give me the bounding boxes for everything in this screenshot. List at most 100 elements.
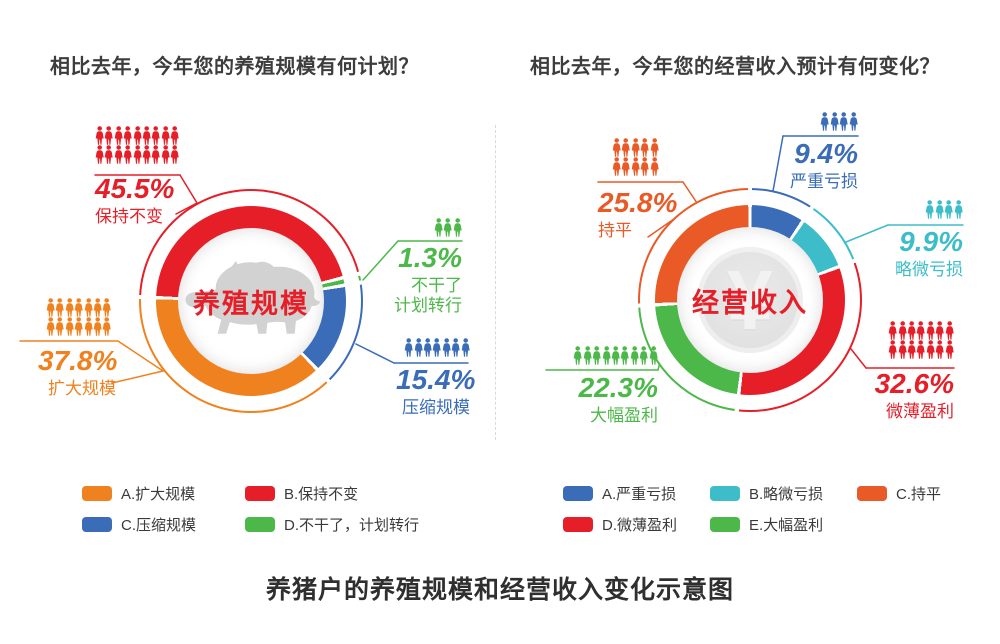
stat-name: 大幅盈利 xyxy=(590,406,658,426)
right-chart-question-title: 相比去年，今年您的经营收入预计有何变化？ xyxy=(530,56,940,78)
person-icon xyxy=(945,321,954,340)
person-icon xyxy=(935,321,944,340)
stat-name: 严重亏损 xyxy=(790,172,858,192)
person-icon xyxy=(453,218,462,237)
legend-swatch xyxy=(563,486,593,501)
person-icon xyxy=(639,346,648,365)
person-icon xyxy=(93,317,102,336)
person-icon xyxy=(935,340,944,359)
stat-percent: 45.5% xyxy=(95,173,175,204)
left-chart-question-title: 相比去年，今年您的养殖规模有何计划？ xyxy=(50,56,419,78)
right-chart-legend: A.严重亏损 B.略微亏损 C.持平 D.微薄盈利 E.大幅盈利 xyxy=(563,483,1000,545)
person-icon xyxy=(926,340,935,359)
stat-severe-loss: 9.4% 严重亏损 xyxy=(786,112,858,192)
person-icon xyxy=(630,346,639,365)
person-icon xyxy=(461,338,470,357)
person-icon xyxy=(142,126,151,145)
stat-name: 持平 xyxy=(598,221,632,241)
person-icon xyxy=(133,126,142,145)
people-icons xyxy=(870,321,954,359)
person-icon xyxy=(592,346,601,365)
legend-swatch xyxy=(710,486,740,501)
person-icon xyxy=(103,317,112,336)
person-icon xyxy=(170,145,179,164)
legend-item-flat-income: C.持平 xyxy=(857,483,1000,504)
donut-center: 养殖规模 xyxy=(178,228,324,374)
person-icon xyxy=(74,298,83,317)
person-icon xyxy=(622,138,631,157)
person-icon xyxy=(907,321,916,340)
legend-item-expand-scale: A.扩大规模 xyxy=(82,483,245,504)
legend-swatch xyxy=(563,517,593,532)
people-icons xyxy=(396,338,470,357)
person-icon xyxy=(631,138,640,157)
donut-center: ¥ 经营收入 xyxy=(677,227,823,373)
legend-label: D.不干了，计划转行 xyxy=(284,517,420,534)
donut-center-label: 经营收入 xyxy=(692,287,808,318)
yuan-symbol: ¥ xyxy=(726,253,774,347)
legend-label: C.压缩规模 xyxy=(121,517,197,534)
stat-percent: 25.8% xyxy=(598,187,678,218)
legend-swatch xyxy=(245,517,275,532)
legend-item-big-profit: E.大幅盈利 xyxy=(710,514,857,535)
person-icon xyxy=(161,145,170,164)
stat-flat-income: 25.8% 持平 xyxy=(598,138,686,241)
person-icon xyxy=(133,145,142,164)
person-icon xyxy=(114,126,123,145)
stat-name: 压缩规模 xyxy=(402,398,470,418)
legend-label: D.微薄盈利 xyxy=(602,517,678,534)
legend-label: E.大幅盈利 xyxy=(749,517,824,534)
person-icon xyxy=(944,200,953,219)
person-icon xyxy=(114,145,123,164)
person-icon xyxy=(602,346,611,365)
person-icon xyxy=(56,298,65,317)
person-icon xyxy=(103,298,112,317)
person-icon xyxy=(105,145,114,164)
person-icon xyxy=(649,346,658,365)
stat-percent: 37.8% xyxy=(38,345,118,376)
person-icon xyxy=(161,126,170,145)
person-icon xyxy=(423,338,432,357)
person-icon xyxy=(640,138,649,157)
people-icons xyxy=(548,346,658,365)
vertical-dashed-divider xyxy=(495,125,496,440)
person-icon xyxy=(830,112,839,131)
stat-name: 扩大规模 xyxy=(48,379,116,399)
person-icon xyxy=(93,298,102,317)
person-icon xyxy=(142,145,151,164)
stat-percent: 1.3% xyxy=(398,242,462,273)
person-icon xyxy=(46,317,55,336)
stat-name: 不干了 xyxy=(411,276,462,296)
person-icon xyxy=(640,157,649,176)
person-icon xyxy=(152,126,161,145)
stat-percent: 22.3% xyxy=(578,372,658,403)
stat-thin-profit: 32.6% 微薄盈利 xyxy=(870,321,954,422)
person-icon xyxy=(84,317,93,336)
people-icons xyxy=(95,126,181,164)
stat-name-line2: 计划转行 xyxy=(394,296,462,316)
people-icons xyxy=(890,200,963,219)
stat-keep-unchanged: 45.5% 保持不变 xyxy=(95,126,181,227)
person-icon xyxy=(954,200,963,219)
person-icon xyxy=(898,340,907,359)
person-icon xyxy=(612,157,621,176)
person-icon xyxy=(95,126,104,145)
stat-reduce-scale: 15.4% 压缩规模 xyxy=(396,338,475,418)
legend-label: A.严重亏损 xyxy=(602,486,677,503)
people-icons xyxy=(392,218,462,237)
stat-name: 微薄盈利 xyxy=(886,402,954,422)
legend-label: C.持平 xyxy=(896,486,942,503)
pig-icon xyxy=(185,260,321,334)
person-icon xyxy=(123,126,132,145)
operating-income-donut-chart: ¥ 经营收入 xyxy=(638,188,862,412)
person-icon xyxy=(442,338,451,357)
person-icon xyxy=(105,126,114,145)
person-icon xyxy=(123,145,132,164)
legend-swatch xyxy=(710,517,740,532)
person-icon xyxy=(65,298,74,317)
person-icon xyxy=(945,340,954,359)
person-icon xyxy=(650,138,659,157)
person-icon xyxy=(821,112,830,131)
stat-name: 略微亏损 xyxy=(895,260,963,280)
legend-item-thin-profit: D.微薄盈利 xyxy=(563,514,710,535)
